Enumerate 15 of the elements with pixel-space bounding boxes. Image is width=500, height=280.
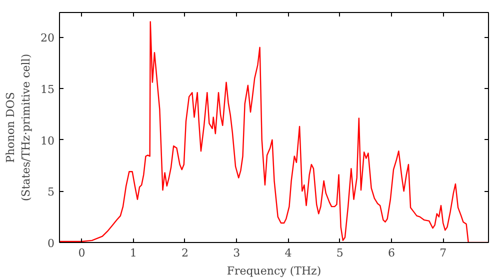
x-tick-label: 5 [336, 246, 344, 260]
x-tick-label: 1 [130, 246, 137, 260]
x-tick-label: 2 [181, 246, 188, 260]
x-tick-label: 6 [388, 246, 395, 260]
x-tick-label: 0 [78, 246, 86, 260]
x-tick-label: 3 [233, 246, 240, 260]
x-axis-title: Frequency (THz) [226, 264, 322, 278]
y-tick-label: 10 [40, 134, 55, 148]
y-tick-label: 0 [48, 237, 54, 250]
x-tick-label: 7 [440, 246, 447, 260]
y-tick-label: 5 [48, 186, 54, 199]
y-tick-label: 15 [40, 82, 55, 96]
y-axis-title: Phonon DOS (States/THz·primitive cell) [4, 54, 33, 202]
x-tick-label: 4 [284, 246, 292, 260]
y-tick-label: 20 [40, 32, 55, 45]
